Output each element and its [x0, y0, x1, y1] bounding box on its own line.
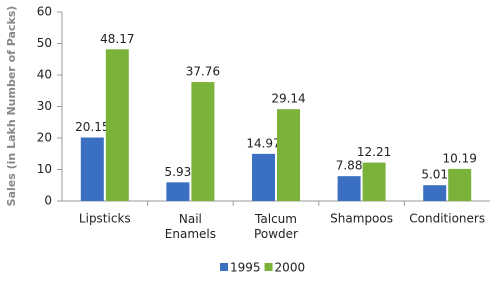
bar — [277, 109, 300, 201]
x-tick-label: Conditioners — [409, 212, 485, 226]
x-tick-label: Talcum Powder — [254, 212, 298, 241]
y-axis-label: Sales (in Lakh Number of Packs) — [5, 6, 18, 207]
bar — [105, 49, 129, 202]
value-label: 14.97 — [246, 136, 280, 150]
bar — [252, 153, 275, 201]
value-label: 20.15 — [75, 120, 109, 134]
value-label: 12.21 — [357, 145, 391, 159]
value-label: 7.88 — [336, 159, 363, 173]
bar — [80, 137, 104, 201]
bar — [166, 182, 190, 201]
bar — [448, 168, 472, 201]
bar — [362, 162, 386, 201]
value-label: 37.76 — [186, 65, 220, 79]
value-label: 29.14 — [271, 92, 305, 106]
value-label: 5.93 — [165, 165, 192, 179]
value-label: 48.17 — [100, 32, 134, 46]
y-tick-label: 0 — [44, 194, 52, 208]
y-tick-label: 10 — [37, 162, 52, 176]
value-label: 10.19 — [443, 151, 477, 165]
x-tick-label: Nail Enamels — [165, 212, 216, 241]
legend-swatch — [264, 263, 273, 271]
x-tick-label: Shampoos — [330, 212, 393, 226]
bar — [191, 82, 215, 201]
y-tick-label: 60 — [37, 5, 52, 19]
x-tick-label: Lipsticks — [79, 212, 131, 226]
legend-label: 1995 — [230, 261, 261, 275]
y-tick-label: 30 — [37, 99, 52, 113]
y-tick-label: 20 — [37, 131, 52, 145]
value-label: 5.01 — [421, 168, 448, 182]
bar — [337, 176, 361, 201]
legend-label: 2000 — [275, 261, 306, 275]
bar — [423, 185, 447, 201]
y-tick-label: 50 — [37, 36, 52, 50]
legend-swatch — [220, 263, 228, 271]
y-tick-label: 40 — [37, 68, 52, 82]
